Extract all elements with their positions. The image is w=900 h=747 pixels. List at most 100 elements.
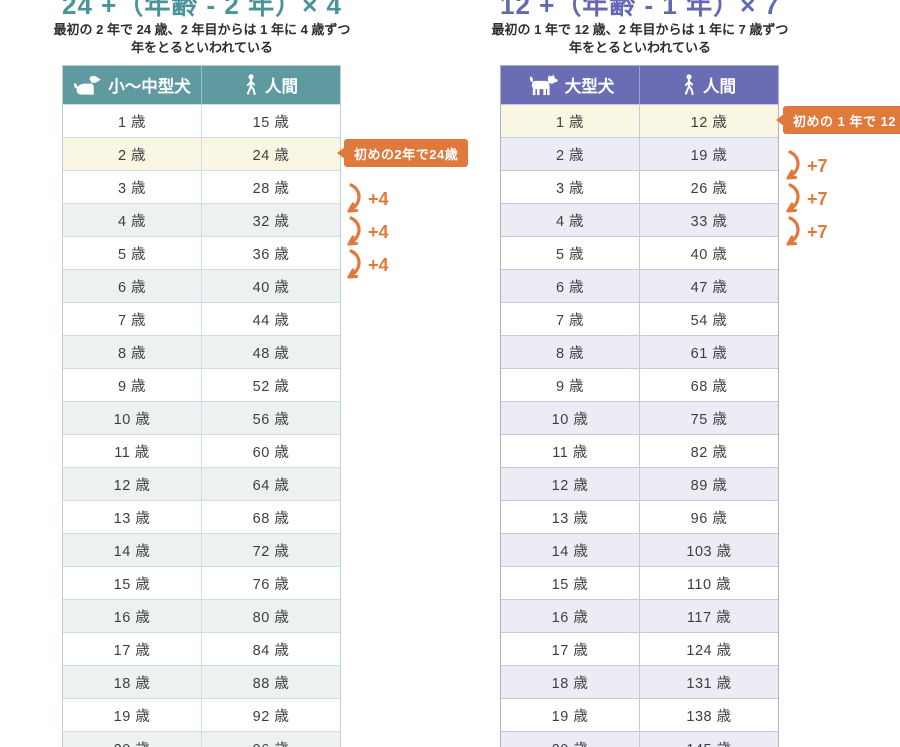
table-body: 1 歳 15 歳 2 歳 24 歳 3 歳 28 歳 4 歳 32 歳 5 歳 36 歳 6 歳 40…	[63, 104, 340, 747]
table-row: 10 歳 75 歳	[501, 401, 778, 434]
human-column-header: 人間	[639, 66, 778, 104]
dog-header-label: 小〜中型犬	[108, 78, 191, 96]
dog-age-cell: 20 歳	[63, 732, 201, 747]
human-age-cell: 36 歳	[201, 237, 340, 269]
human-age-cell: 61 歳	[639, 336, 778, 368]
human-age-cell: 138 歳	[639, 699, 778, 731]
dog-age-cell: 16 歳	[551, 609, 589, 626]
table-row: 19 歳 138 歳	[501, 698, 778, 731]
dog-age-cell: 14 歳	[551, 543, 589, 560]
human-age-cell: 24 歳	[201, 138, 340, 170]
dog-age-cell: 10 歳	[113, 411, 151, 428]
dog-age-cell: 9 歳	[117, 378, 147, 395]
dog-age-cell: 19 歳	[551, 708, 589, 725]
increment-annotation: +7	[782, 150, 828, 182]
human-header-label: 人間	[265, 78, 298, 96]
dog-age-cell: 6 歳	[555, 279, 585, 296]
table-row: 3 歳 28 歳	[63, 170, 340, 203]
increment-label: +4	[368, 188, 389, 209]
dog-age-cell: 9 歳	[555, 378, 585, 395]
dog-age-cell: 4 歳	[117, 213, 147, 230]
table-row: 12 歳 64 歳	[63, 467, 340, 500]
table-row: 2 歳 24 歳	[63, 137, 340, 170]
curved-arrow-icon	[343, 249, 365, 281]
human-age-cell: 64 歳	[201, 468, 340, 500]
human-age-cell: 124 歳	[639, 633, 778, 665]
human-age-cell: 32 歳	[201, 204, 340, 236]
increment-annotation: +4	[343, 249, 389, 281]
table-row: 18 歳 131 歳	[501, 665, 778, 698]
dog-age-cell: 5 歳	[117, 246, 147, 263]
human-age-cell: 44 歳	[201, 303, 340, 335]
subtitle-line-1: 最初の 2 年で 24 歳、2 年目からは 1 年に 4 歳ずつ	[53, 22, 351, 37]
human-age-cell: 103 歳	[639, 534, 778, 566]
dog-age-cell: 18 歳	[551, 675, 589, 692]
human-age-cell: 48 歳	[201, 336, 340, 368]
human-header-label: 人間	[703, 78, 736, 96]
table-row: 13 歳 96 歳	[501, 500, 778, 533]
human-age-cell: 40 歳	[639, 237, 778, 269]
table-header-row: 小〜中型犬 人間	[63, 66, 340, 104]
human-age-cell: 131 歳	[639, 666, 778, 698]
table-header-row: 大型犬 人間	[501, 66, 778, 104]
human-age-cell: 84 歳	[201, 633, 340, 665]
human-age-cell: 96 歳	[201, 732, 340, 747]
dog-age-cell: 15 歳	[551, 576, 589, 593]
table-row: 15 歳 110 歳	[501, 566, 778, 599]
human-age-cell: 68 歳	[201, 501, 340, 533]
table-row: 12 歳 89 歳	[501, 467, 778, 500]
table-row: 4 歳 32 歳	[63, 203, 340, 236]
curved-arrow-icon	[782, 216, 804, 248]
dog-age-cell: 8 歳	[117, 345, 147, 362]
human-age-cell: 19 歳	[639, 138, 778, 170]
dog-age-cell: 13 歳	[551, 510, 589, 527]
table-row: 14 歳 72 歳	[63, 533, 340, 566]
human-age-cell: 68 歳	[639, 369, 778, 401]
table-row: 9 歳 68 歳	[501, 368, 778, 401]
human-age-cell: 82 歳	[639, 435, 778, 467]
human-age-cell: 52 歳	[201, 369, 340, 401]
dog-age-cell: 5 歳	[555, 246, 585, 263]
dog-age-cell: 8 歳	[555, 345, 585, 362]
human-age-cell: 76 歳	[201, 567, 340, 599]
large-dog-table: 大型犬 人間 1 歳 12 歳 2 歳 19 歳 3 歳 26 歳 4 歳 33 歳 5 歳 40…	[500, 65, 779, 747]
human-age-cell: 33 歳	[639, 204, 778, 236]
formula-small-medium: 24 +（年齢 - 2 年）× 4	[62, 0, 342, 20]
table-row: 1 歳 15 歳	[63, 104, 340, 137]
increment-label: +7	[807, 188, 828, 209]
table-row: 1 歳 12 歳	[501, 104, 778, 137]
dog-age-cell: 11 歳	[552, 444, 588, 461]
human-age-cell: 145 歳	[639, 732, 778, 747]
formula-large: 12 +（年齢 - 1 年）× 7	[500, 0, 780, 20]
human-age-cell: 12 歳	[639, 105, 778, 137]
callout-first-years: 初めの 1 年で 12 歳	[776, 106, 900, 134]
human-age-cell: 75 歳	[639, 402, 778, 434]
table-row: 7 歳 54 歳	[501, 302, 778, 335]
small-dog-icon	[73, 74, 101, 96]
increment-label: +4	[368, 221, 389, 242]
subtitle-large: 最初の 1 年で 12 歳、2 年目からは 1 年に 7 歳ずつ 年をとるといわ…	[438, 21, 842, 56]
dog-age-cell: 11 歳	[114, 444, 150, 461]
dog-age-cell: 16 歳	[113, 609, 151, 626]
table-row: 8 歳 48 歳	[63, 335, 340, 368]
person-icon	[682, 73, 696, 97]
dog-age-cell: 18 歳	[113, 675, 151, 692]
table-row: 15 歳 76 歳	[63, 566, 340, 599]
dog-age-cell: 17 歳	[113, 642, 151, 659]
human-age-cell: 89 歳	[639, 468, 778, 500]
increment-annotation: +4	[343, 216, 389, 248]
increment-label: +4	[368, 254, 389, 275]
table-row: 6 歳 47 歳	[501, 269, 778, 302]
human-age-cell: 15 歳	[201, 105, 340, 137]
increment-annotation: +7	[782, 183, 828, 215]
table-row: 5 歳 40 歳	[501, 236, 778, 269]
dog-header-label: 大型犬	[564, 78, 615, 96]
human-age-cell: 88 歳	[201, 666, 340, 698]
dog-age-cell: 7 歳	[555, 312, 585, 329]
table-row: 6 歳 40 歳	[63, 269, 340, 302]
dog-age-cell: 20 歳	[501, 732, 639, 747]
table-row: 20 歳145 歳	[501, 731, 778, 747]
subtitle-line-2: 年をとるといわれている	[131, 39, 273, 55]
